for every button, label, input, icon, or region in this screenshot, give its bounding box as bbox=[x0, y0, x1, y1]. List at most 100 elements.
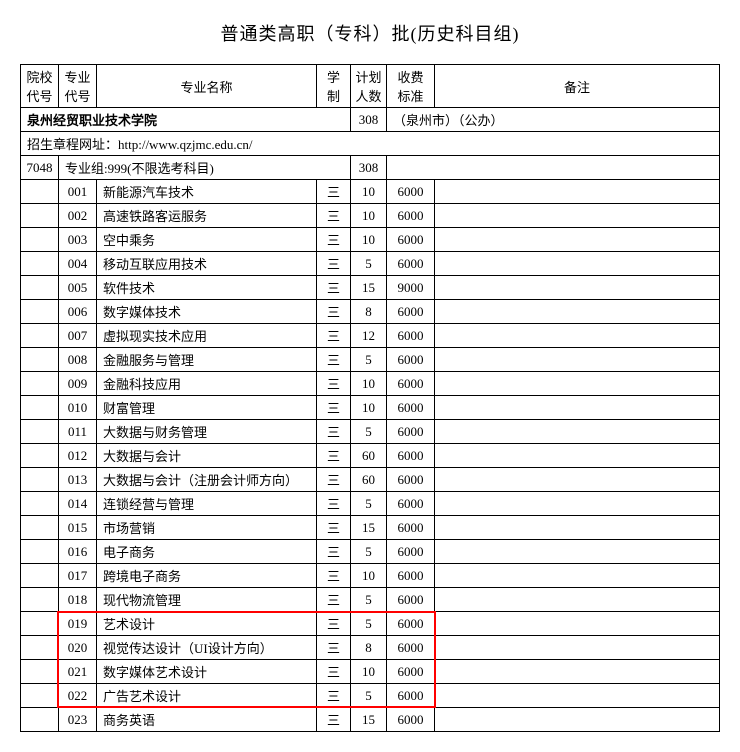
cell-fee: 6000 bbox=[387, 180, 435, 204]
cell-plan: 10 bbox=[351, 372, 387, 396]
cell-duration: 三 bbox=[317, 372, 351, 396]
table-row: 020视觉传达设计（UI设计方向）三86000 bbox=[21, 636, 720, 660]
cell-school-code bbox=[21, 660, 59, 684]
cell-school-code bbox=[21, 588, 59, 612]
cell-note bbox=[435, 516, 720, 540]
cell-plan: 10 bbox=[351, 660, 387, 684]
cell-major-name: 大数据与会计（注册会计师方向） bbox=[97, 468, 317, 492]
cell-major-code: 003 bbox=[59, 228, 97, 252]
cell-school-code bbox=[21, 372, 59, 396]
cell-school-code bbox=[21, 180, 59, 204]
cell-duration: 三 bbox=[317, 612, 351, 636]
cell-duration: 三 bbox=[317, 468, 351, 492]
cell-note bbox=[435, 444, 720, 468]
cell-duration: 三 bbox=[317, 588, 351, 612]
cell-plan: 15 bbox=[351, 516, 387, 540]
table-row: 017跨境电子商务三106000 bbox=[21, 564, 720, 588]
group-code: 7048 bbox=[21, 156, 59, 180]
cell-plan: 10 bbox=[351, 228, 387, 252]
cell-major-name: 市场营销 bbox=[97, 516, 317, 540]
cell-plan: 60 bbox=[351, 444, 387, 468]
cell-major-name: 金融科技应用 bbox=[97, 372, 317, 396]
table-row: 016电子商务三56000 bbox=[21, 540, 720, 564]
table-row: 022广告艺术设计三56000 bbox=[21, 684, 720, 708]
cell-school-code bbox=[21, 276, 59, 300]
cell-major-name: 软件技术 bbox=[97, 276, 317, 300]
cell-note bbox=[435, 324, 720, 348]
cell-major-code: 019 bbox=[59, 612, 97, 636]
cell-major-code: 001 bbox=[59, 180, 97, 204]
cell-plan: 15 bbox=[351, 276, 387, 300]
cell-fee: 9000 bbox=[387, 276, 435, 300]
cell-major-name: 大数据与会计 bbox=[97, 444, 317, 468]
cell-plan: 60 bbox=[351, 468, 387, 492]
table-row: 007虚拟现实技术应用三126000 bbox=[21, 324, 720, 348]
table-row: 001新能源汽车技术三106000 bbox=[21, 180, 720, 204]
cell-note bbox=[435, 372, 720, 396]
cell-duration: 三 bbox=[317, 228, 351, 252]
cell-plan: 5 bbox=[351, 492, 387, 516]
cell-plan: 5 bbox=[351, 612, 387, 636]
group-note bbox=[435, 156, 720, 180]
group-text: 专业组:999(不限选考科目) bbox=[59, 156, 351, 180]
cell-duration: 三 bbox=[317, 252, 351, 276]
cell-plan: 10 bbox=[351, 564, 387, 588]
cell-school-code bbox=[21, 252, 59, 276]
cell-major-code: 022 bbox=[59, 684, 97, 708]
cell-school-code bbox=[21, 540, 59, 564]
table-row: 005软件技术三159000 bbox=[21, 276, 720, 300]
cell-note bbox=[435, 708, 720, 732]
cell-major-name: 跨境电子商务 bbox=[97, 564, 317, 588]
page-title: 普通类高职（专科）批(历史科目组) bbox=[20, 20, 720, 46]
table-row: 006数字媒体技术三86000 bbox=[21, 300, 720, 324]
cell-school-code bbox=[21, 564, 59, 588]
cell-plan: 5 bbox=[351, 588, 387, 612]
cell-major-name: 新能源汽车技术 bbox=[97, 180, 317, 204]
cell-plan: 8 bbox=[351, 636, 387, 660]
cell-school-code bbox=[21, 468, 59, 492]
cell-major-code: 013 bbox=[59, 468, 97, 492]
cell-fee: 6000 bbox=[387, 444, 435, 468]
cell-plan: 5 bbox=[351, 348, 387, 372]
admissions-table: 院校 代号 专业 代号 专业名称 学制 计划 人数 收费 标准 备注 泉州经贸职… bbox=[20, 64, 720, 732]
cell-major-code: 005 bbox=[59, 276, 97, 300]
group-fee bbox=[387, 156, 435, 180]
cell-major-name: 财富管理 bbox=[97, 396, 317, 420]
table-row: 009金融科技应用三106000 bbox=[21, 372, 720, 396]
cell-duration: 三 bbox=[317, 684, 351, 708]
group-row: 7048 专业组:999(不限选考科目) 308 bbox=[21, 156, 720, 180]
table-row: 003空中乘务三106000 bbox=[21, 228, 720, 252]
cell-major-name: 大数据与财务管理 bbox=[97, 420, 317, 444]
cell-school-code bbox=[21, 516, 59, 540]
cell-school-code bbox=[21, 396, 59, 420]
cell-duration: 三 bbox=[317, 708, 351, 732]
cell-note bbox=[435, 420, 720, 444]
header-row: 院校 代号 专业 代号 专业名称 学制 计划 人数 收费 标准 备注 bbox=[21, 65, 720, 108]
cell-plan: 12 bbox=[351, 324, 387, 348]
cell-note bbox=[435, 276, 720, 300]
cell-major-name: 空中乘务 bbox=[97, 228, 317, 252]
cell-major-code: 023 bbox=[59, 708, 97, 732]
cell-major-code: 016 bbox=[59, 540, 97, 564]
table-row: 023商务英语三156000 bbox=[21, 708, 720, 732]
cell-note bbox=[435, 228, 720, 252]
cell-school-code bbox=[21, 300, 59, 324]
table-row: 015市场营销三156000 bbox=[21, 516, 720, 540]
cell-school-code bbox=[21, 420, 59, 444]
cell-school-code bbox=[21, 444, 59, 468]
cell-major-code: 018 bbox=[59, 588, 97, 612]
cell-major-name: 移动互联应用技术 bbox=[97, 252, 317, 276]
cell-major-code: 009 bbox=[59, 372, 97, 396]
cell-duration: 三 bbox=[317, 564, 351, 588]
cell-major-code: 012 bbox=[59, 444, 97, 468]
cell-note bbox=[435, 636, 720, 660]
table-row: 019艺术设计三56000 bbox=[21, 612, 720, 636]
cell-plan: 8 bbox=[351, 300, 387, 324]
school-name: 泉州经贸职业技术学院 bbox=[21, 108, 351, 132]
cell-plan: 5 bbox=[351, 684, 387, 708]
cell-duration: 三 bbox=[317, 444, 351, 468]
cell-major-name: 视觉传达设计（UI设计方向） bbox=[97, 636, 317, 660]
url-cell: 招生章程网址：http://www.qzjmc.edu.cn/ bbox=[21, 132, 720, 156]
table-row: 013大数据与会计（注册会计师方向）三606000 bbox=[21, 468, 720, 492]
cell-note bbox=[435, 180, 720, 204]
